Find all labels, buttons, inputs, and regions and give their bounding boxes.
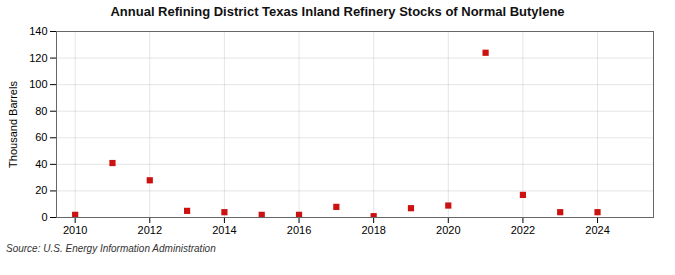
svg-text:120: 120 bbox=[29, 52, 47, 64]
svg-text:2020: 2020 bbox=[436, 224, 460, 236]
svg-text:140: 140 bbox=[29, 25, 47, 37]
svg-text:Thousand Barrels: Thousand Barrels bbox=[7, 81, 19, 168]
html-text:Source: U.S. Energy Informatio: Source: U.S. Energy Information Administ… bbox=[6, 243, 216, 254]
svg-text:80: 80 bbox=[35, 105, 47, 117]
svg-text:2018: 2018 bbox=[361, 224, 385, 236]
svg-text:2022: 2022 bbox=[511, 224, 535, 236]
svg-text:20: 20 bbox=[35, 184, 47, 196]
svg-text:100: 100 bbox=[29, 78, 47, 90]
svg-text:40: 40 bbox=[35, 158, 47, 170]
html-text:Annual Refining District Texas: Annual Refining District Texas Inland Re… bbox=[110, 4, 565, 19]
svg-text:60: 60 bbox=[35, 131, 47, 143]
svg-text:2010: 2010 bbox=[63, 224, 87, 236]
svg-text:2024: 2024 bbox=[585, 224, 609, 236]
svg-text:2016: 2016 bbox=[287, 224, 311, 236]
svg-text:0: 0 bbox=[41, 211, 47, 223]
svg-text:2012: 2012 bbox=[138, 224, 162, 236]
svg-text:2014: 2014 bbox=[212, 224, 236, 236]
